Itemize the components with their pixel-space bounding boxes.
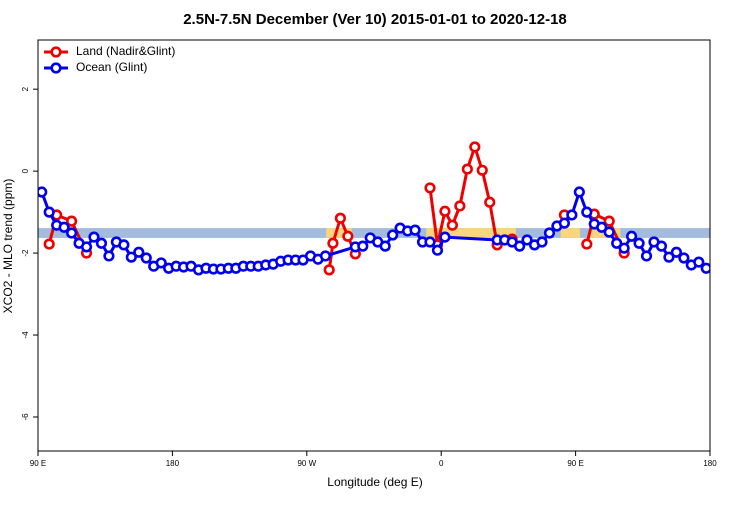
plot-area (38, 141, 710, 276)
point (103, 250, 115, 262)
point (43, 206, 55, 218)
point (678, 252, 690, 264)
point (566, 209, 578, 221)
point (484, 196, 496, 208)
point (140, 252, 152, 264)
plot-frame (37, 39, 711, 452)
point (342, 230, 354, 242)
y-tick-label: 0 (21, 168, 30, 173)
point (424, 236, 436, 248)
x-tick-label: 90 W (297, 459, 316, 468)
point (618, 242, 630, 254)
point (521, 234, 533, 246)
point (65, 215, 78, 227)
point (446, 219, 459, 231)
point (357, 240, 369, 252)
band (38, 228, 710, 238)
point (409, 224, 421, 236)
point (58, 221, 70, 233)
point (603, 226, 615, 238)
point (625, 230, 638, 242)
point (603, 215, 615, 227)
legend-label: Land (Nadir&Glint) (76, 44, 175, 58)
point (581, 206, 593, 218)
point (431, 244, 444, 256)
x-tick-label: 90 E (30, 459, 46, 468)
legend-marker (50, 46, 62, 58)
point (65, 227, 78, 239)
point (670, 246, 683, 258)
y-axis-label: XCO2 - MLO trend (ppm) (1, 179, 15, 314)
point (543, 227, 556, 239)
point (118, 239, 130, 251)
y-tick-label: -2 (21, 249, 30, 257)
point (38, 186, 48, 198)
legend-label: Ocean (Glint) (76, 60, 147, 74)
x-tick-label: 180 (703, 459, 717, 468)
point (95, 237, 108, 249)
point (43, 238, 55, 250)
y-tick-label: -4 (21, 331, 30, 339)
band (426, 228, 516, 238)
point (693, 256, 705, 268)
point (323, 264, 335, 276)
point (133, 246, 145, 258)
band (560, 228, 581, 238)
band (326, 228, 352, 238)
point (573, 186, 585, 198)
legend-marker (50, 62, 62, 74)
point (640, 250, 653, 262)
point (88, 231, 100, 243)
point (536, 236, 548, 248)
point (633, 237, 645, 249)
point (125, 251, 137, 263)
x-axis-label: Longitude (deg E) (327, 475, 422, 489)
point (513, 240, 526, 252)
point (334, 212, 347, 224)
point (476, 164, 488, 176)
point (663, 251, 675, 263)
y-tick-label: 2 (21, 86, 30, 91)
point (611, 237, 623, 249)
point (155, 257, 167, 269)
x-tick-label: 180 (166, 459, 180, 468)
point (700, 262, 710, 274)
point (655, 240, 668, 252)
y-tick-label: -6 (21, 413, 30, 421)
point (461, 163, 473, 175)
point (558, 217, 571, 229)
point (319, 250, 332, 262)
point (424, 182, 436, 194)
point (454, 200, 466, 212)
point (80, 241, 93, 253)
point (439, 231, 451, 243)
point (439, 205, 451, 217)
point (596, 221, 608, 233)
x-tick-label: 0 (439, 459, 444, 468)
point (327, 237, 339, 249)
point (581, 238, 593, 250)
point (387, 229, 399, 241)
chart-title: 2.5N-7.5N December (Ver 10) 2015-01-01 t… (183, 11, 567, 28)
x-tick-label: 90 E (567, 459, 583, 468)
point (469, 141, 481, 153)
point (379, 240, 391, 252)
